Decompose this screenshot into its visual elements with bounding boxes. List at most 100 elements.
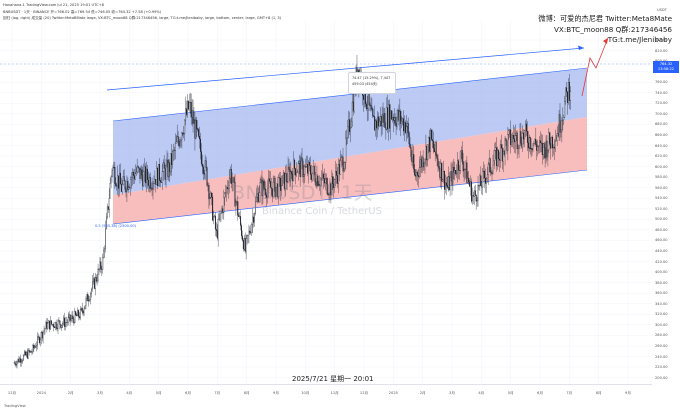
candle-body [148, 177, 150, 186]
candle-body [195, 120, 197, 139]
candle-body [368, 93, 370, 105]
candle-body [283, 172, 285, 190]
candle-body [520, 131, 522, 144]
candle-body [488, 158, 490, 165]
candle-body [338, 164, 340, 175]
candle-body [444, 182, 446, 190]
time-tick: 7月 [566, 391, 573, 395]
candle-body [174, 143, 176, 151]
price-tick: 520.00 [655, 206, 668, 211]
candle-body [391, 116, 393, 120]
candle-body [551, 136, 553, 149]
candle-body [92, 278, 94, 282]
candle-body [386, 107, 388, 130]
candle-body [308, 161, 310, 174]
price-tick: 740.00 [655, 90, 668, 95]
publish-info: Hanahana-1 TradingView.com Jul 21, 2025 … [3, 3, 104, 7]
candle-body [432, 140, 434, 149]
measure-range: 459.03 (454天) [352, 82, 378, 86]
candle-body [331, 176, 333, 196]
candle-body [104, 248, 106, 251]
date-stamp: 2025/7/21 星期一 20:01 [292, 375, 374, 383]
candle-body [439, 168, 441, 178]
candle-body [317, 175, 319, 186]
time-tick: 6月 [537, 391, 543, 395]
candle-body [426, 146, 428, 161]
candle-body [193, 119, 195, 124]
candle-body [509, 129, 511, 131]
candle-body [51, 320, 52, 325]
candle-body [85, 298, 87, 307]
candle-body [249, 230, 251, 233]
candle-body [335, 171, 337, 180]
candle-body [435, 141, 437, 156]
tradingview-logo[interactable]: TradingView [4, 404, 26, 408]
price-chart[interactable] [0, 20, 652, 384]
candle-body [260, 179, 262, 183]
candle-body [60, 324, 62, 328]
candle-body [403, 118, 405, 132]
candle-body [137, 166, 139, 169]
candle-body [388, 104, 390, 129]
candle-body [147, 179, 149, 186]
currency-label: USDT [657, 8, 667, 12]
contact-line-1: 微博：可爱的杰尼君 Twitter:Meta8Mate [538, 14, 672, 23]
candle-body [363, 95, 364, 100]
candle-body [461, 150, 463, 162]
time-tick: 9月 [625, 391, 631, 395]
candle-body [341, 156, 343, 158]
candle-body [258, 192, 260, 202]
candle-body [394, 117, 396, 124]
price-axis[interactable]: 840.00820.00800.00780.00760.00740.00720.… [652, 20, 680, 384]
candle-body [550, 143, 552, 149]
time-tick: 2025 [388, 391, 398, 395]
candle-body [544, 147, 546, 159]
candle-body [395, 122, 397, 127]
candle-body [524, 130, 526, 140]
candle-body [448, 176, 450, 191]
candle-body [528, 137, 530, 149]
candle-body [87, 294, 89, 302]
candle-body [564, 101, 566, 118]
candle-body [176, 136, 178, 142]
measure-change: 74.47 (15.29%), 7,447 [352, 76, 391, 80]
candle-body [327, 193, 329, 195]
candle-body [472, 195, 474, 197]
candle-body [64, 317, 66, 327]
projection-arrowhead [603, 38, 608, 44]
candle-body [416, 172, 418, 177]
candle-body [88, 300, 90, 302]
candle-body [423, 163, 425, 168]
time-axis[interactable]: 12月 2024 2月 3月 4月 5月 6月 7月 8月 9月 10月 11月 12月 2025 2月 3月… [0, 384, 652, 399]
candle-body [340, 157, 342, 161]
candle-body [295, 168, 296, 176]
candle-body [477, 184, 479, 201]
candle-body [457, 160, 459, 174]
candle-body [396, 117, 398, 127]
candle-body [401, 120, 403, 124]
indicator-legend[interactable]: 回归 (log, right) 成交量 (20) Twitter:MetaBMa… [3, 16, 282, 20]
candle-body [292, 174, 294, 181]
candle-body [130, 179, 132, 188]
candle-body [370, 105, 372, 111]
candle-body [206, 167, 208, 186]
symbol-ohlc-legend[interactable]: BNBUSDT · 1天 · BINANCE 开=766.02 高=769.54… [3, 10, 162, 14]
candle-body [131, 177, 133, 180]
candle-body [162, 162, 164, 172]
candle-body [414, 169, 416, 176]
candle-body [172, 151, 174, 165]
candle-body [495, 147, 497, 151]
price-tick: 460.00 [655, 238, 668, 243]
candle-body [543, 143, 545, 148]
candle-body [519, 131, 521, 146]
time-tick: 10月 [301, 391, 310, 395]
candle-body [38, 337, 40, 343]
candle-body [547, 149, 549, 158]
candle-body [205, 160, 207, 168]
candle-body [471, 181, 473, 202]
candle-body [78, 310, 79, 317]
candle-body [269, 181, 271, 188]
candle-body [86, 294, 88, 299]
candle-body [159, 180, 161, 183]
candle-body [252, 216, 254, 225]
